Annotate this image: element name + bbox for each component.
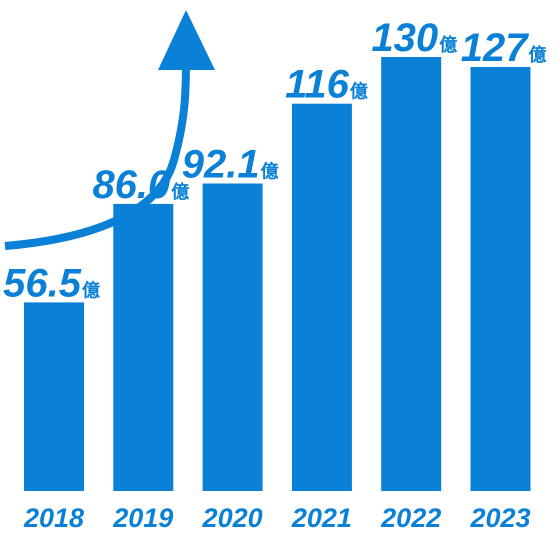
x-tick-label-2019: 2019 [112,503,173,533]
value-label-2021: 116億 [285,63,368,107]
x-tick-labels-group: 2018 2019 2020 2021 2022 2023 [23,503,531,533]
value-label-unit: 億 [82,279,100,301]
value-label-unit: 億 [171,181,189,203]
value-label-number: 86.0 [92,163,170,207]
upward-trend-arrow-icon [4,59,190,250]
upward-trend-arrowhead-icon [158,10,215,70]
x-tick-label-2020: 2020 [202,503,263,533]
value-label-2020: 92.1億 [182,143,279,187]
bar-2019 [113,203,174,491]
value-label-number: 92.1 [182,143,260,187]
bar-2022 [381,57,442,491]
value-label-2018: 56.5億 [3,261,100,305]
value-label-2023: 127億 [461,26,547,70]
bar-2018 [24,302,84,491]
value-label-number: 127 [461,26,529,70]
value-label-2019: 86.0億 [92,163,189,207]
value-label-number: 116 [285,63,350,107]
value-label-2022: 130億 [371,16,457,60]
value-label-number: 130 [371,16,438,60]
value-label-unit: 億 [439,34,457,56]
x-tick-label-2023: 2023 [469,503,530,533]
bars-group [24,57,531,491]
x-tick-label-2021: 2021 [291,503,352,533]
bar-2021 [291,103,352,491]
x-tick-label-2018: 2018 [23,503,84,533]
value-label-unit: 億 [261,161,279,183]
x-tick-label-2022: 2022 [380,503,441,533]
bar-2023 [470,67,531,491]
bar-2020 [202,183,263,491]
value-label-unit: 億 [529,44,547,66]
value-label-unit: 億 [350,81,368,103]
value-label-number: 56.5 [3,261,82,305]
